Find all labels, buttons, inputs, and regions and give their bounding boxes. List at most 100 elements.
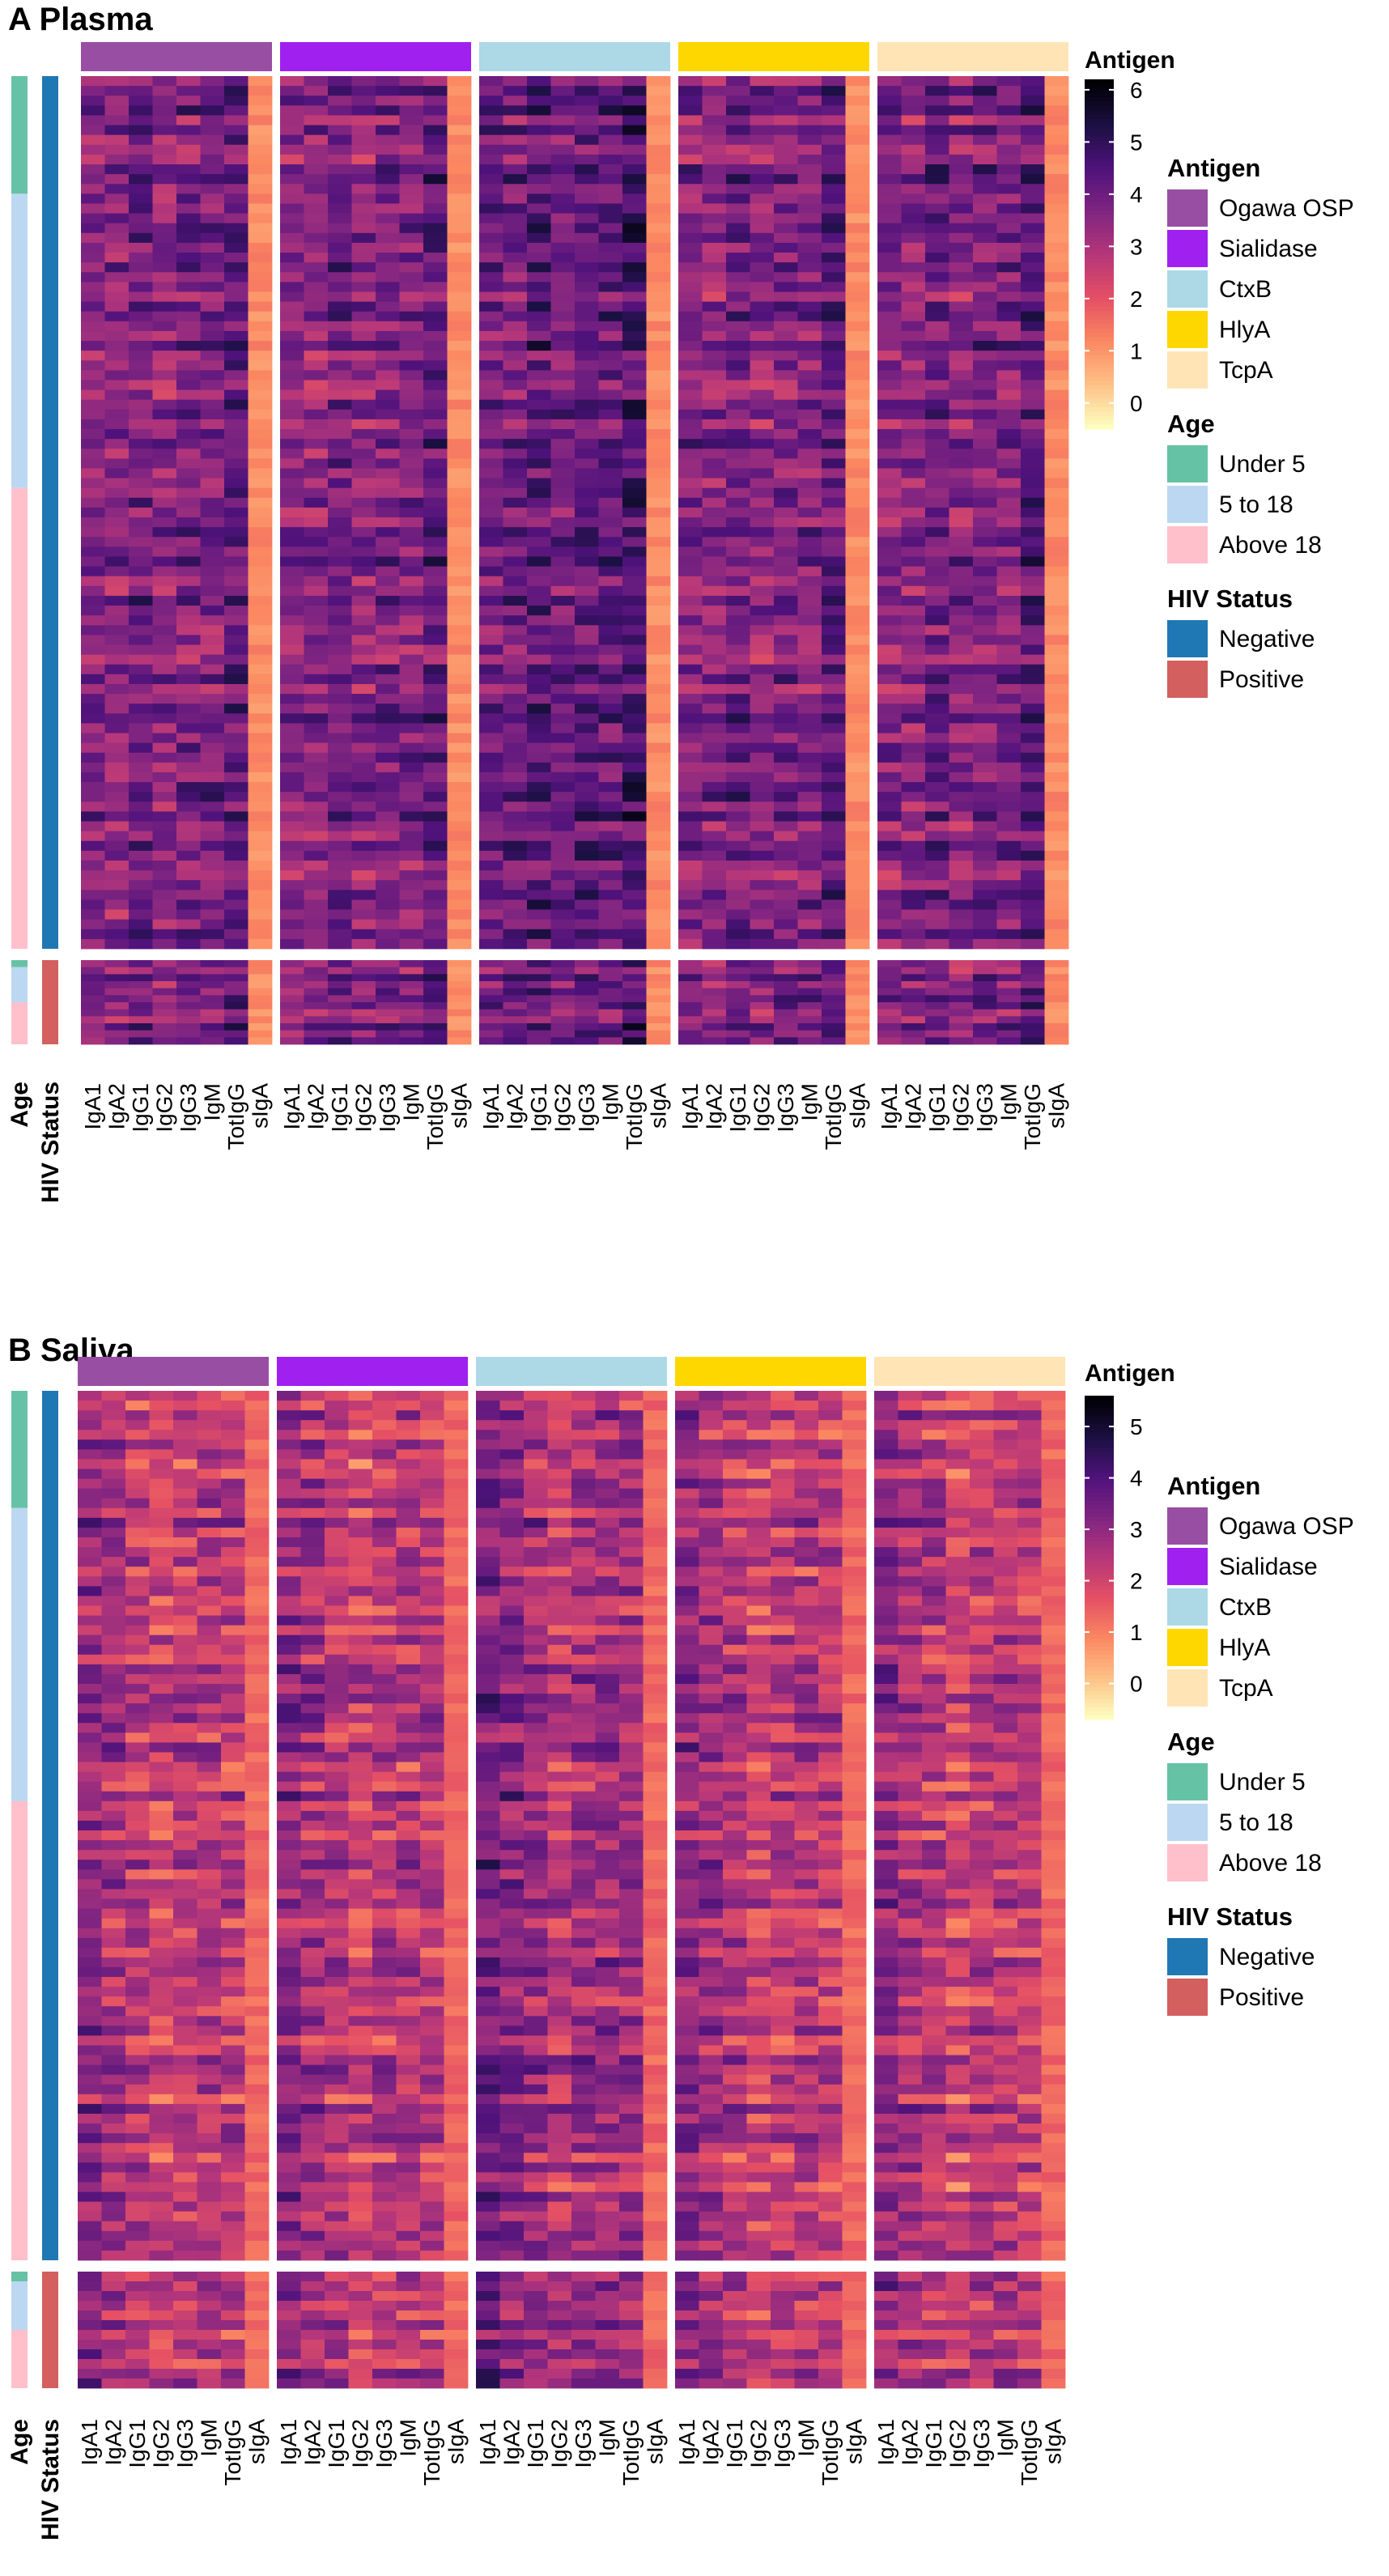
- heat-cell: [104, 419, 130, 430]
- heat-cell: [152, 154, 177, 165]
- heat-cell: [877, 890, 902, 900]
- heat-cell: [224, 86, 248, 96]
- heat-cell: [527, 1037, 551, 1045]
- heat-cell: [774, 76, 798, 87]
- heat-cell: [845, 537, 870, 547]
- heat-cell: [797, 213, 822, 224]
- heat-cell: [101, 1576, 126, 1587]
- heat-cell: [125, 2153, 150, 2163]
- heat-cell: [129, 301, 153, 312]
- heat-cell: [996, 870, 1022, 881]
- heat-cell: [1044, 704, 1069, 714]
- heat-cell: [479, 253, 503, 263]
- heat-cell: [399, 330, 424, 342]
- heat-cell: [351, 606, 376, 616]
- heat-cell: [1044, 262, 1069, 273]
- heat-cell: [176, 752, 201, 763]
- heat-cell: [996, 291, 1022, 302]
- age-annotation: [11, 487, 28, 949]
- heat-cell: [702, 909, 727, 920]
- heat-cell: [901, 517, 926, 528]
- heat-cell: [1021, 752, 1045, 763]
- heat-cell: [1044, 458, 1069, 469]
- heat-cell: [221, 1439, 245, 1450]
- heat-cell: [399, 497, 424, 508]
- heat-cell: [129, 1023, 153, 1031]
- heat-cell: [104, 311, 130, 322]
- heat-cell: [200, 556, 225, 567]
- heat-cell: [221, 1605, 245, 1616]
- heat-cell: [678, 1002, 703, 1010]
- heat-cell: [503, 1030, 528, 1038]
- heat-cell: [78, 2103, 102, 2115]
- heat-cell: [678, 850, 703, 861]
- column-label: IgG1: [526, 1083, 551, 1133]
- heat-cell: [949, 468, 974, 478]
- heat-cell: [925, 938, 949, 950]
- heat-cell: [527, 517, 551, 528]
- heat-cell: [622, 752, 647, 763]
- heat-cell: [176, 723, 201, 733]
- heat-cell: [678, 184, 703, 194]
- heat-cell: [447, 919, 472, 930]
- heat-cell: [248, 311, 273, 322]
- heat-cell: [598, 517, 623, 528]
- heat-cell: [149, 1703, 174, 1714]
- heat-cell: [149, 2026, 174, 2036]
- heat-cell: [622, 694, 647, 704]
- heat-cell: [248, 105, 273, 116]
- heat-cell: [527, 585, 551, 597]
- heat-cell: [774, 556, 798, 567]
- heat-cell: [244, 1410, 270, 1421]
- heat-cell: [726, 389, 750, 401]
- heat-cell: [351, 1002, 376, 1010]
- heat-cell: [750, 282, 775, 292]
- heat-cell: [822, 478, 846, 489]
- heat-cell: [176, 321, 201, 332]
- heat-cell: [973, 527, 997, 538]
- heat-cell: [1021, 615, 1045, 626]
- heat-cell: [973, 909, 997, 920]
- heat-cell: [78, 1937, 102, 1949]
- heat-cell: [598, 694, 623, 704]
- heat-cell: [503, 694, 528, 704]
- heat-cell: [750, 556, 775, 567]
- heat-cell: [173, 1459, 198, 1469]
- antigen-header-bar: [877, 42, 1068, 71]
- heat-cell: [81, 409, 105, 420]
- heat-cell: [104, 974, 130, 982]
- heat-cell: [797, 301, 822, 312]
- heat-cell: [575, 507, 599, 518]
- heat-cell: [646, 644, 671, 656]
- heat-cell: [376, 389, 400, 401]
- heat-cell: [152, 860, 177, 871]
- heat-cell: [646, 360, 671, 371]
- heat-cell: [527, 360, 551, 371]
- heat-cell: [479, 782, 503, 793]
- heat-cell: [901, 272, 926, 283]
- heat-cell: [575, 262, 599, 273]
- heat-cell: [750, 625, 775, 635]
- heat-cell: [304, 409, 329, 420]
- heat-cell: [527, 1009, 551, 1017]
- heat-cell: [173, 1507, 198, 1519]
- heat-cell: [797, 321, 822, 332]
- heat-cell: [797, 262, 822, 273]
- heat-cell: [527, 644, 551, 656]
- heat-cell: [101, 1694, 126, 1704]
- heat-cell: [351, 635, 376, 645]
- heat-cell: [925, 282, 949, 292]
- heat-cell: [376, 752, 400, 763]
- heat-cell: [479, 448, 503, 459]
- heat-cell: [973, 974, 997, 982]
- heat-cell: [479, 272, 503, 283]
- heat-cell: [774, 762, 798, 773]
- heat-cell: [197, 1664, 222, 1675]
- heat-cell: [78, 1820, 102, 1831]
- heat-cell: [877, 468, 902, 478]
- heat-cell: [248, 272, 273, 283]
- heat-cell: [447, 615, 472, 626]
- heat-cell: [399, 988, 424, 996]
- heat-cell: [173, 1449, 198, 1460]
- heat-cell: [447, 938, 472, 950]
